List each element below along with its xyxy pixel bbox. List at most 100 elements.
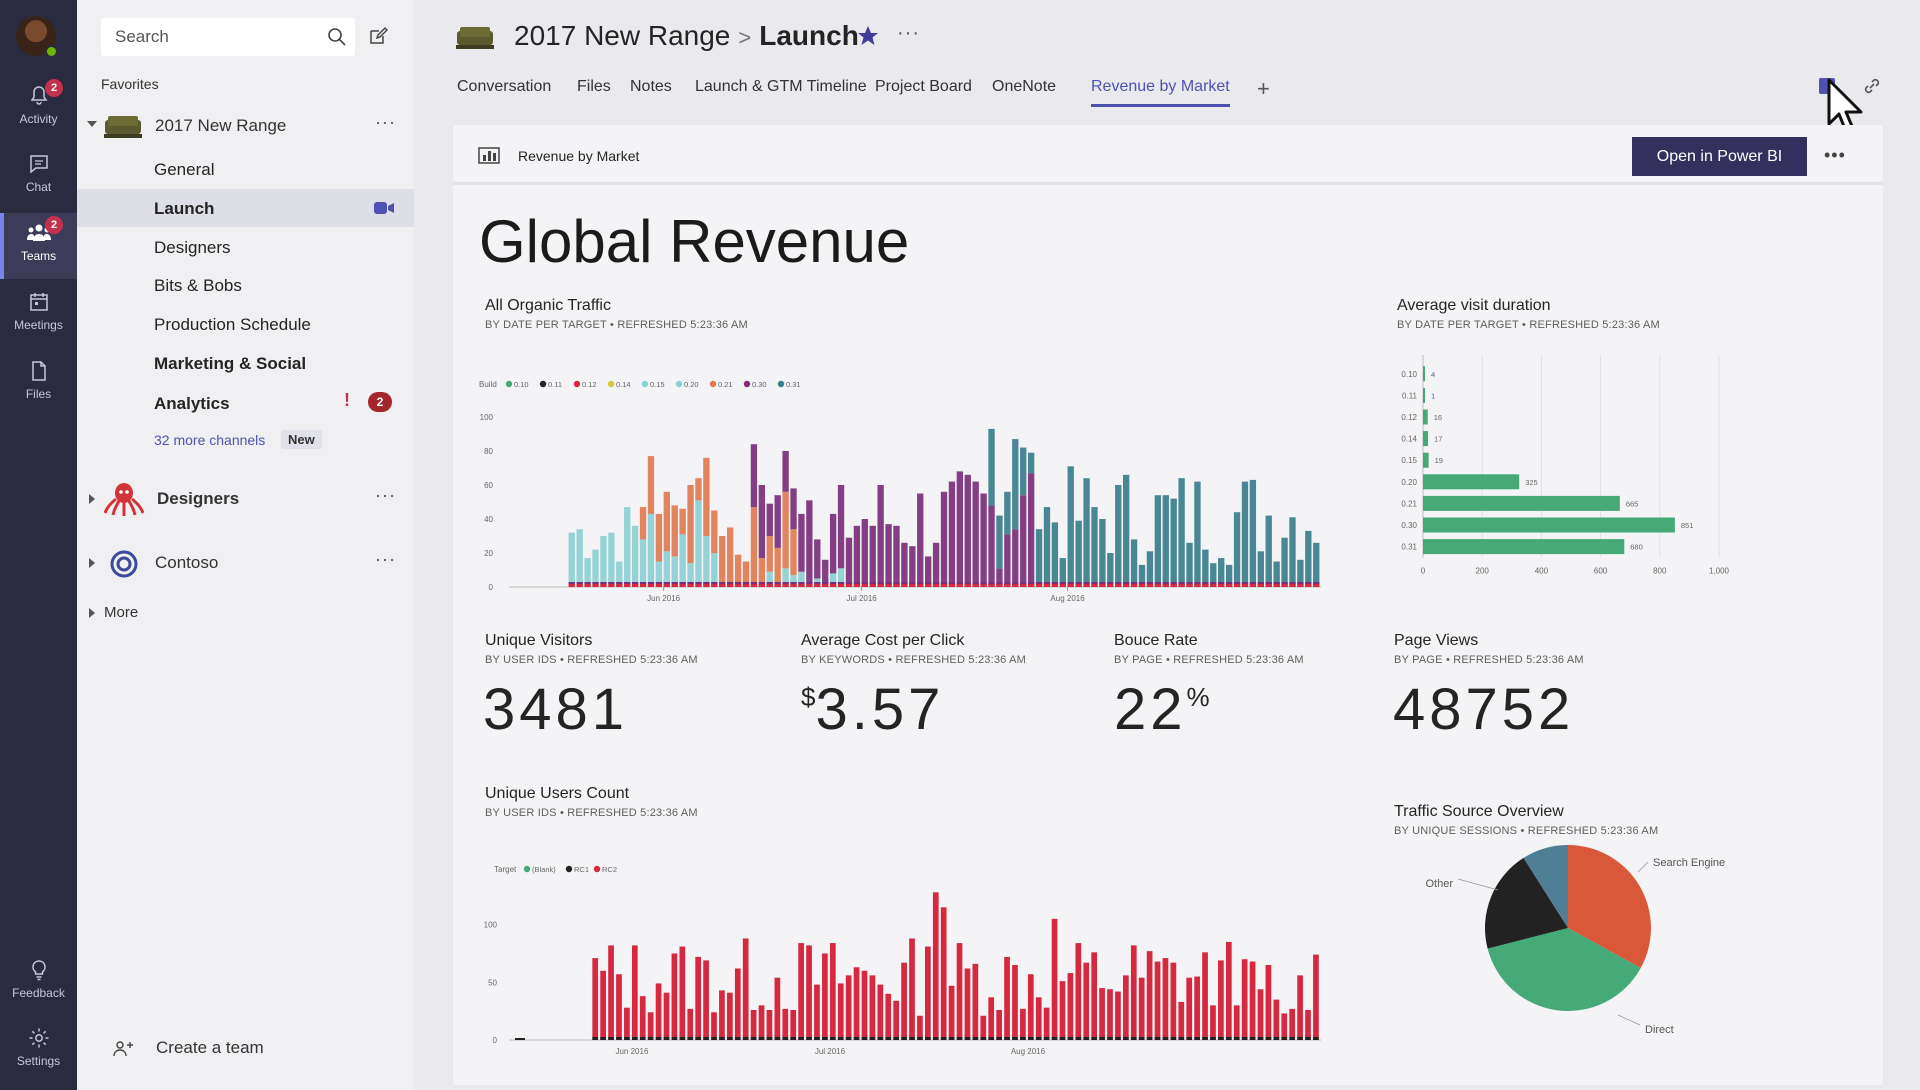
bar-base-segment bbox=[1154, 1037, 1161, 1040]
bar-base-segment bbox=[616, 584, 623, 587]
bar bbox=[1313, 954, 1319, 1040]
bar-base-segment bbox=[1123, 1037, 1129, 1040]
bar bbox=[727, 992, 733, 1040]
bar bbox=[877, 984, 884, 1040]
bar-base-segment bbox=[1225, 582, 1233, 584]
search-icon[interactable] bbox=[327, 27, 347, 47]
channel-designers[interactable]: Designers bbox=[77, 228, 414, 266]
bar-base-segment bbox=[861, 582, 868, 584]
tab-launch-gtm-timeline[interactable]: Launch & GTM Timeline bbox=[695, 78, 867, 95]
bar-base-segment bbox=[988, 1037, 995, 1040]
open-in-powerbi-button[interactable]: Open in Power BI bbox=[1632, 137, 1807, 176]
pie-label: Other bbox=[1425, 878, 1453, 890]
channel-launch[interactable]: Launch bbox=[77, 189, 414, 227]
tab-conversation[interactable]: Conversation bbox=[457, 78, 552, 95]
bar-segment bbox=[1170, 498, 1177, 587]
unread-count-badge: 2 bbox=[368, 392, 392, 412]
tab-notes[interactable]: Notes bbox=[630, 78, 672, 95]
bar-segment bbox=[1210, 563, 1217, 587]
bar-base-segment bbox=[639, 584, 647, 587]
meeting-camera-icon[interactable] bbox=[373, 200, 395, 216]
channel-analytics[interactable]: Analytics bbox=[77, 384, 414, 422]
pie-slice bbox=[1485, 857, 1568, 949]
chevron-down-icon[interactable] bbox=[87, 121, 97, 127]
tab-files[interactable]: Files bbox=[577, 78, 611, 95]
bar-segment bbox=[1075, 520, 1082, 587]
bar-base-segment bbox=[1115, 1037, 1121, 1040]
bar bbox=[1273, 999, 1280, 1040]
bar-segment bbox=[948, 481, 956, 587]
legend-swatch bbox=[777, 380, 785, 388]
more-options-icon[interactable]: ··· bbox=[375, 485, 396, 505]
rail-item-chat[interactable]: Chat bbox=[0, 144, 77, 210]
create-team-label: Create a team bbox=[156, 1038, 264, 1057]
bar-base-segment bbox=[1297, 584, 1304, 587]
channel-label: Production Schedule bbox=[154, 315, 311, 334]
add-tab-button[interactable]: + bbox=[1257, 76, 1270, 101]
breadcrumb-team[interactable]: 2017 New Range bbox=[514, 20, 731, 51]
bar bbox=[893, 1000, 900, 1040]
bar bbox=[703, 960, 709, 1040]
create-team-button[interactable]: Create a team bbox=[77, 1028, 414, 1068]
bar-segment bbox=[1241, 481, 1249, 587]
breadcrumb-channel: Launch bbox=[759, 20, 859, 51]
tab-onenote[interactable]: OneNote bbox=[992, 78, 1057, 95]
bar-base-segment bbox=[647, 582, 655, 584]
bar-segment bbox=[766, 503, 773, 536]
bar-base-segment bbox=[782, 582, 789, 584]
rail-item-files[interactable]: Files bbox=[0, 351, 77, 417]
bar bbox=[1020, 1008, 1026, 1040]
bar-segment bbox=[829, 573, 837, 587]
rail-item-activity[interactable]: Activity 2 bbox=[0, 76, 77, 142]
chevron-right-icon[interactable] bbox=[89, 558, 95, 568]
bar-base-segment bbox=[1043, 582, 1051, 584]
team-row-contoso[interactable]: Contoso ··· bbox=[77, 543, 414, 583]
bar bbox=[1194, 976, 1200, 1040]
compose-icon[interactable] bbox=[368, 26, 388, 46]
bar-base-segment bbox=[1154, 582, 1162, 584]
tab-project-board[interactable]: Project Board bbox=[875, 78, 972, 95]
chevron-right-icon[interactable] bbox=[89, 494, 95, 504]
rail-item-feedback[interactable]: Feedback bbox=[0, 950, 77, 1016]
legend-swatch bbox=[675, 380, 683, 388]
more-options-icon[interactable]: ··· bbox=[375, 112, 396, 132]
avatar[interactable] bbox=[16, 16, 58, 58]
channel-general[interactable]: General bbox=[77, 150, 414, 188]
rail-item-teams[interactable]: Teams 2 bbox=[0, 213, 77, 279]
y-tick-label: 0.10 bbox=[1401, 370, 1417, 379]
bar-base-segment bbox=[568, 582, 575, 584]
bar-base-segment bbox=[687, 582, 694, 584]
team-row-designers[interactable]: Designers ··· bbox=[77, 479, 414, 519]
more-options-icon[interactable]: ••• bbox=[1824, 145, 1846, 165]
bar-base-segment bbox=[719, 1037, 725, 1040]
bar-base-segment bbox=[1186, 1037, 1193, 1040]
channel-label: Bits & Bobs bbox=[154, 276, 242, 295]
more-teams[interactable]: More bbox=[77, 594, 414, 634]
bar bbox=[925, 946, 931, 1040]
chevron-right-icon[interactable] bbox=[89, 608, 95, 618]
link-icon[interactable] bbox=[1862, 76, 1882, 96]
rail-item-meetings[interactable]: Meetings bbox=[0, 282, 77, 348]
leader-line bbox=[1457, 878, 1499, 891]
channel-production-schedule[interactable]: Production Schedule bbox=[77, 305, 414, 343]
bar-base-segment bbox=[1146, 582, 1154, 584]
tab-revenue-by-market[interactable]: Revenue by Market bbox=[1091, 78, 1230, 107]
rail-item-settings[interactable]: Settings bbox=[0, 1018, 77, 1084]
presence-status bbox=[45, 45, 58, 58]
channel-bits-bobs[interactable]: Bits & Bobs bbox=[77, 266, 414, 304]
more-options-icon[interactable]: ··· bbox=[897, 22, 920, 44]
report-title: Global Revenue bbox=[479, 208, 910, 275]
more-options-icon[interactable]: ··· bbox=[375, 549, 396, 569]
bar bbox=[687, 1008, 694, 1040]
bar-base-segment bbox=[1257, 584, 1264, 587]
channel-marketing-social[interactable]: Marketing & Social bbox=[77, 344, 414, 382]
bar-base-segment bbox=[1107, 584, 1114, 587]
bar bbox=[1265, 965, 1272, 1040]
search-input[interactable] bbox=[101, 18, 301, 56]
bar-base-segment bbox=[1012, 584, 1019, 587]
team-row-2017-new-range[interactable]: 2017 New Range ··· bbox=[77, 106, 414, 146]
star-icon[interactable] bbox=[857, 25, 879, 47]
bar-base-segment bbox=[742, 582, 750, 584]
bar-segment bbox=[1162, 495, 1169, 587]
more-channels-link[interactable]: 32 more channels bbox=[154, 432, 266, 448]
